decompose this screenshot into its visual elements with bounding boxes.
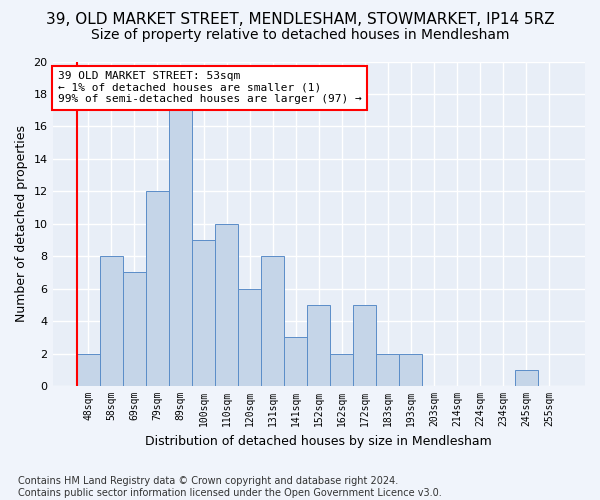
- Y-axis label: Number of detached properties: Number of detached properties: [15, 126, 28, 322]
- Bar: [330, 354, 353, 386]
- Bar: [169, 110, 192, 386]
- Bar: [215, 224, 238, 386]
- Bar: [146, 192, 169, 386]
- Bar: [261, 256, 284, 386]
- Text: 39, OLD MARKET STREET, MENDLESHAM, STOWMARKET, IP14 5RZ: 39, OLD MARKET STREET, MENDLESHAM, STOWM…: [46, 12, 554, 28]
- Bar: [307, 305, 330, 386]
- Bar: [515, 370, 538, 386]
- Bar: [400, 354, 422, 386]
- Text: Contains HM Land Registry data © Crown copyright and database right 2024.
Contai: Contains HM Land Registry data © Crown c…: [18, 476, 442, 498]
- Bar: [284, 338, 307, 386]
- Bar: [123, 272, 146, 386]
- Bar: [192, 240, 215, 386]
- Bar: [238, 288, 261, 386]
- Text: 39 OLD MARKET STREET: 53sqm
← 1% of detached houses are smaller (1)
99% of semi-: 39 OLD MARKET STREET: 53sqm ← 1% of deta…: [58, 71, 362, 104]
- Bar: [77, 354, 100, 386]
- Bar: [353, 305, 376, 386]
- Bar: [376, 354, 400, 386]
- X-axis label: Distribution of detached houses by size in Mendlesham: Distribution of detached houses by size …: [145, 434, 492, 448]
- Text: Size of property relative to detached houses in Mendlesham: Size of property relative to detached ho…: [91, 28, 509, 42]
- Bar: [100, 256, 123, 386]
